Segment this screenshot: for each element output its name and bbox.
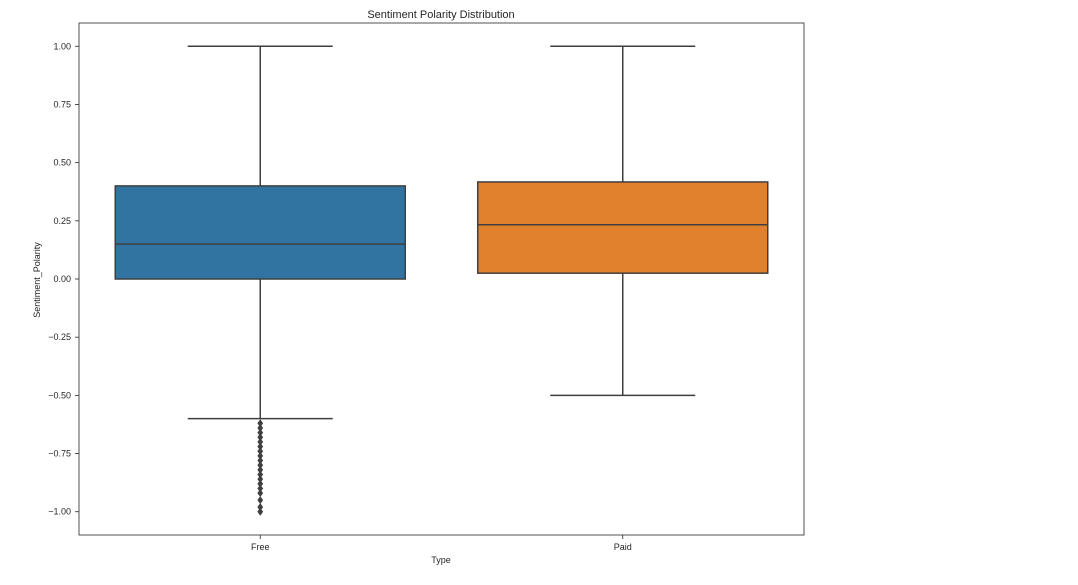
y-tick-label: −0.25 bbox=[48, 332, 71, 342]
y-tick-label: −1.00 bbox=[48, 507, 71, 517]
y-tick-label: 0.25 bbox=[53, 216, 71, 226]
y-tick-label: 0.50 bbox=[53, 158, 71, 168]
x-tick-label: Paid bbox=[614, 542, 632, 552]
free-outlier-point bbox=[257, 507, 264, 516]
y-tick-label: 0.00 bbox=[53, 274, 71, 284]
x-tick-label: Free bbox=[251, 542, 270, 552]
free-outlier-point bbox=[257, 496, 264, 505]
y-tick-label: 1.00 bbox=[53, 41, 71, 51]
y-tick-label: 0.75 bbox=[53, 99, 71, 109]
y-tick-label: −0.50 bbox=[48, 390, 71, 400]
chart-title: Sentiment Polarity Distribution bbox=[367, 9, 514, 21]
y-axis-label: Sentiment_Polarity bbox=[32, 242, 42, 318]
y-tick-label: −0.75 bbox=[48, 449, 71, 459]
free-outlier-point bbox=[257, 489, 264, 498]
paid-box bbox=[477, 181, 769, 274]
x-axis-label: Type bbox=[431, 555, 451, 565]
free-box bbox=[114, 185, 406, 280]
